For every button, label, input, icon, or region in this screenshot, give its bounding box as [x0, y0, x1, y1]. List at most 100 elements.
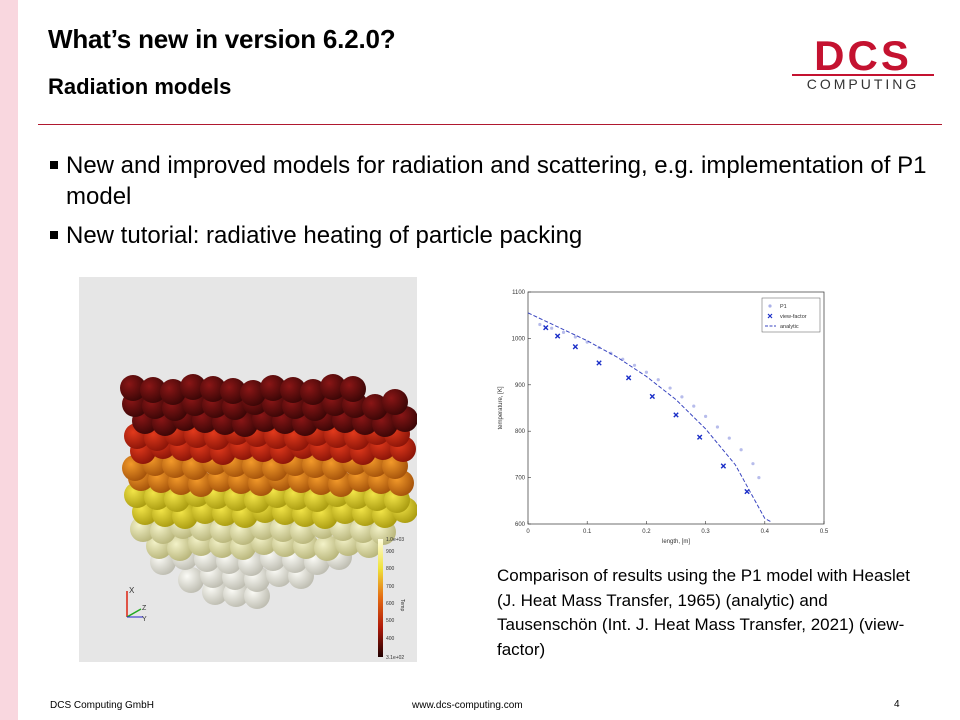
p1-point: [573, 335, 577, 339]
view-factor-point: [720, 463, 727, 469]
particle-packing-render: 1.0e+03 900 800 700 600 500 400 3.1e+02 …: [79, 277, 418, 662]
sphere: [220, 378, 246, 404]
p1-point: [538, 322, 542, 327]
y-tick-label: 1000: [512, 336, 526, 342]
legend-label: analytic: [780, 324, 799, 330]
slide-subtitle: Radiation models: [48, 74, 232, 99]
p1-point: [715, 425, 720, 429]
p1-point: [680, 395, 684, 399]
bullet-text: New and improved models for radiation an…: [66, 152, 927, 210]
y-tick-label: 600: [515, 522, 526, 528]
colorbar-tick-label: 900: [386, 549, 395, 555]
axis-label-x: X: [129, 586, 135, 595]
y-tick-label: 900: [515, 383, 526, 389]
view-factor-point: [554, 333, 561, 339]
sphere: [280, 377, 306, 403]
sphere: [180, 374, 206, 400]
y-tick-label: 700: [515, 476, 526, 482]
analytic-line: [527, 312, 771, 523]
x-tick-label: 0.4: [761, 529, 770, 535]
header-divider: [38, 124, 942, 125]
p1-point: [692, 404, 696, 408]
sphere: [314, 535, 340, 561]
sphere: [140, 377, 166, 403]
colorbar-tick-label: 500: [386, 618, 395, 624]
p1-point: [550, 326, 554, 330]
p1-point: [632, 363, 637, 367]
page-number: 4: [894, 699, 900, 710]
view-factor-point: [625, 375, 632, 381]
view-factor-point: [673, 412, 679, 418]
bullet-item: New tutorial: radiative heating of parti…: [48, 220, 928, 251]
y-axis-label: temperature, [K]: [498, 386, 504, 429]
legend-marker-view-factor: [767, 313, 773, 319]
colorbar-min-label: 3.1e+02: [386, 655, 404, 661]
sphere: [320, 374, 346, 400]
sphere: [300, 379, 326, 405]
bullet-item: New and improved models for radiation an…: [48, 150, 928, 212]
sphere: [240, 380, 266, 406]
p1-point: [668, 386, 672, 390]
bullet-text: New tutorial: radiative heating of parti…: [66, 222, 583, 249]
colorbar-max-label: 1.0e+03: [386, 537, 404, 543]
x-tick-label: 0.2: [642, 529, 651, 535]
x-tick-label: 0.3: [701, 529, 710, 535]
x-tick-label: 0.1: [583, 529, 592, 535]
sphere: [340, 376, 366, 402]
view-factor-point: [696, 434, 703, 440]
axes-triad: X Z Y: [126, 586, 147, 623]
view-factor-point: [596, 360, 602, 366]
footer-url: www.dcs-computing.com: [412, 700, 523, 711]
sphere: [260, 375, 286, 401]
axis-label-y: Y: [142, 616, 147, 623]
p1-point: [656, 378, 660, 382]
left-accent-strip: [0, 0, 18, 720]
legend-marker-p1: [768, 304, 772, 308]
sphere: [178, 567, 204, 593]
view-factor-point: [744, 488, 750, 495]
p1-point: [757, 476, 761, 480]
bullet-square-icon: [50, 161, 58, 169]
colorbar: [378, 539, 383, 657]
sphere: [200, 376, 226, 402]
sphere: [362, 394, 388, 420]
p1-point: [727, 436, 731, 440]
view-factor-point: [572, 344, 579, 350]
logo-text-dcs: DCS: [814, 34, 912, 79]
p1-point: [561, 330, 566, 334]
logo-text-computing: COMPUTING: [807, 76, 920, 92]
legend-label: P1: [780, 304, 787, 310]
view-factor-point: [543, 325, 549, 331]
chart-canvas: 0 0.1 0.2 0.3 0.4 0.5 600 700 800 900 1000 1100 leng…: [498, 290, 829, 545]
view-factor-point: [649, 393, 656, 400]
y-tick-label: 1100: [512, 290, 526, 296]
x-tick-label: 0: [526, 529, 530, 535]
render-canvas: 1.0e+03 900 800 700 600 500 400 3.1e+02 …: [120, 374, 418, 661]
dcs-computing-logo: DCS COMPUTING: [792, 34, 934, 92]
sphere: [167, 535, 193, 561]
slide-title: What’s new in version 6.2.0?: [48, 24, 396, 54]
x-axis-label: length, [m]: [662, 539, 690, 545]
p1-point: [644, 370, 648, 374]
bullet-list: New and improved models for radiation an…: [48, 150, 928, 259]
sphere: [120, 375, 146, 401]
y-tick-label: 800: [515, 429, 526, 435]
sphere: [160, 379, 186, 405]
legend-label: view-factor: [780, 314, 807, 320]
colorbar-title: Temp: [399, 599, 405, 611]
p1-point: [751, 462, 755, 466]
colorbar-tick-label: 800: [386, 566, 395, 572]
p1-point: [704, 414, 708, 418]
colorbar-tick-label: 400: [386, 636, 395, 642]
sphere: [382, 389, 408, 415]
sphere-packing: [120, 374, 418, 609]
temperature-chart: 0 0.1 0.2 0.3 0.4 0.5 600 700 800 900 1000 1100 leng…: [480, 282, 850, 552]
x-tick-label: 0.5: [820, 529, 829, 535]
colorbar-tick-label: 600: [386, 601, 395, 607]
figure-caption: Comparison of results using the P1 model…: [497, 566, 910, 659]
footer-company: DCS Computing GmbH: [50, 700, 154, 711]
bullet-square-icon: [50, 231, 58, 239]
axis-label-z: Z: [142, 605, 147, 612]
p1-point: [739, 448, 743, 452]
logo-underline: [792, 74, 934, 76]
